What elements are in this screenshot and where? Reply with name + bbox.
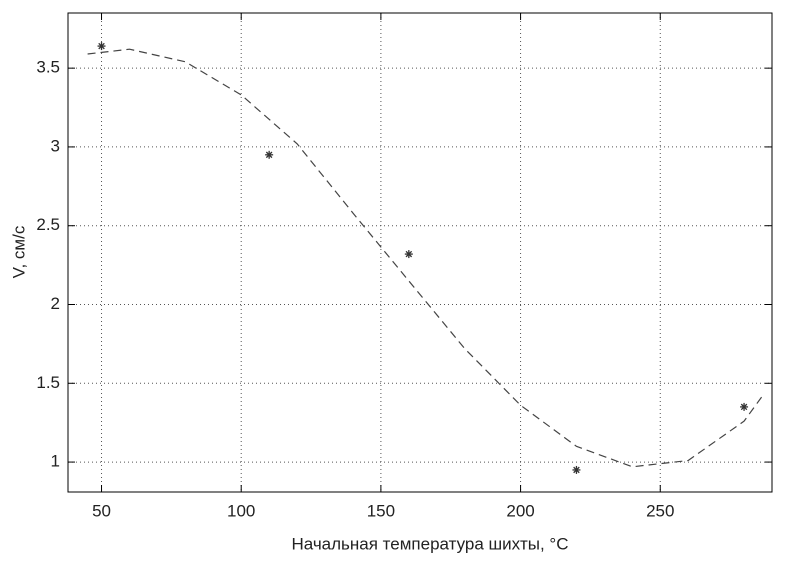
y-tick-label: 1	[51, 452, 60, 471]
y-tick-label: 3.5	[36, 58, 60, 77]
data-point	[97, 42, 106, 51]
x-tick-label: 250	[646, 501, 674, 520]
marker-stroke	[265, 151, 273, 159]
data-point	[740, 402, 749, 411]
data-point	[404, 250, 413, 259]
plot-frame	[67, 12, 773, 493]
marker-stroke	[740, 403, 748, 411]
x-tick-label: 150	[367, 501, 395, 520]
marker-stroke	[405, 250, 413, 258]
data-point	[265, 150, 274, 159]
data-point	[572, 465, 581, 474]
x-tick-label: 200	[506, 501, 534, 520]
marker-stroke	[573, 466, 580, 474]
y-axis-label: V, см/с	[9, 225, 28, 278]
x-tick-label: 50	[92, 501, 111, 520]
fit-curve	[87, 48, 765, 468]
y-tick-label: 2.5	[36, 215, 60, 234]
x-axis-label: Начальная температура шихты, °C	[291, 534, 568, 553]
x-tick-label: 100	[227, 501, 255, 520]
y-tick-label: 1.5	[36, 373, 60, 392]
y-tick-label: 2	[51, 294, 60, 313]
marker-stroke	[98, 42, 105, 50]
y-tick-label: 3	[51, 136, 60, 155]
